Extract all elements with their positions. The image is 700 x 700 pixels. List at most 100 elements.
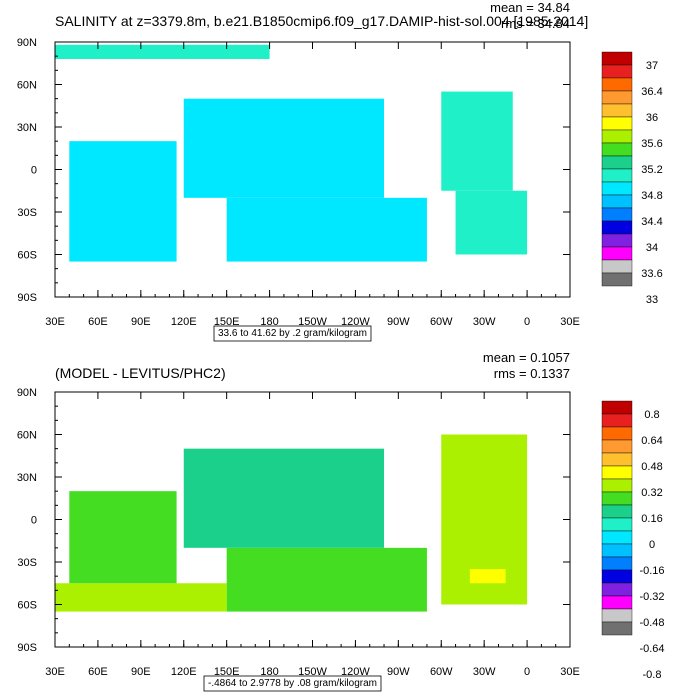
panel-title: SALINITY at z=3379.8m, b.e21.B1850cmip6.… bbox=[55, 13, 588, 29]
x-tick-label: 30E bbox=[45, 316, 65, 328]
colorbar-swatch bbox=[601, 259, 633, 274]
y-tick-label: 0 bbox=[31, 165, 37, 177]
y-tick-label: 30S bbox=[17, 207, 37, 219]
x-tick-label: 180 bbox=[260, 316, 278, 328]
rms-label: rms = 34.84 bbox=[501, 16, 570, 31]
colorbar-swatch bbox=[601, 77, 633, 92]
contour-range-label: -.4864 to 2.9778 by .08 gram/kilogram bbox=[208, 678, 377, 689]
contour-range-label: 33.6 to 41.62 by .2 gram/kilogram bbox=[218, 328, 367, 339]
region-south-atlantic bbox=[455, 190, 528, 255]
x-tick-label: 90W bbox=[387, 316, 410, 328]
colorbar-label: 35.6 bbox=[641, 138, 662, 150]
colorbar-swatch bbox=[601, 608, 633, 623]
colorbar-label: 37 bbox=[646, 60, 658, 72]
x-tick-label: 90E bbox=[131, 316, 151, 328]
colorbar-swatch bbox=[601, 426, 633, 441]
colorbar-label: 0 bbox=[649, 539, 655, 551]
colorbar-label: -0.32 bbox=[639, 591, 664, 603]
region-north-atlantic bbox=[441, 91, 513, 191]
y-tick-label: 60S bbox=[17, 250, 37, 262]
region-indian-ocean bbox=[69, 491, 177, 584]
y-tick-label: 30S bbox=[17, 557, 37, 569]
x-tick-label: 150E bbox=[214, 666, 240, 678]
rms-label: rms = 0.1337 bbox=[494, 366, 570, 381]
y-tick-label: 60N bbox=[17, 430, 37, 442]
x-tick-label: 120W bbox=[341, 666, 370, 678]
x-tick-label: 150W bbox=[298, 316, 327, 328]
panel-1: SALINITY at z=3379.8m, b.e21.B1850cmip6.… bbox=[17, 0, 663, 342]
region-north-pacific-broad bbox=[183, 448, 385, 548]
colorbar-label: -0.8 bbox=[643, 669, 662, 681]
colorbar-swatch bbox=[601, 400, 633, 415]
colorbar: 37 36.4 36 35.6 35.2 34.8 34.4 34 33.6 33 bbox=[601, 51, 663, 306]
colorbar: 0.8 0.64 0.48 0.32 0.16 0 -0.16 -0.32 -0.48 -0.64… bbox=[601, 400, 665, 681]
y-tick-label: 90S bbox=[17, 292, 37, 304]
region-south-pacific bbox=[226, 197, 427, 262]
colorbar-swatch bbox=[601, 556, 633, 571]
panel-title: (MODEL - LEVITUS/PHC2) bbox=[55, 365, 226, 381]
x-tick-label: 120E bbox=[171, 316, 197, 328]
colorbar-swatch bbox=[601, 504, 633, 519]
region-indian-ocean bbox=[69, 141, 177, 262]
colorbar-label: -0.48 bbox=[639, 617, 664, 629]
region-southern-ocean-band bbox=[55, 583, 227, 612]
colorbar-swatch bbox=[601, 233, 633, 248]
y-tick-label: 90N bbox=[17, 387, 37, 399]
colorbar-label: 33 bbox=[646, 294, 658, 306]
colorbar-label: -0.16 bbox=[639, 565, 664, 577]
colorbar-swatch bbox=[601, 478, 633, 493]
colorbar-label: 0.48 bbox=[641, 461, 662, 473]
colorbar-label: 0.16 bbox=[641, 513, 662, 525]
x-tick-label: 150E bbox=[214, 316, 240, 328]
x-tick-label: 60W bbox=[430, 316, 453, 328]
region-south-pacific bbox=[226, 547, 427, 612]
x-tick-label: 0 bbox=[524, 666, 530, 678]
x-tick-label: 180 bbox=[260, 666, 278, 678]
x-tick-label: 60W bbox=[430, 666, 453, 678]
y-tick-label: 90S bbox=[17, 642, 37, 654]
colorbar-label: -0.64 bbox=[639, 643, 664, 655]
x-tick-label: 30W bbox=[473, 316, 496, 328]
y-tick-label: 0 bbox=[31, 515, 37, 527]
y-tick-label: 60S bbox=[17, 600, 37, 612]
x-tick-label: 90E bbox=[131, 666, 151, 678]
colorbar-swatch bbox=[601, 207, 633, 222]
x-tick-label: 30W bbox=[473, 666, 496, 678]
colorbar-swatch bbox=[601, 181, 633, 196]
colorbar-label: 0.8 bbox=[644, 409, 659, 421]
data-field bbox=[55, 434, 528, 612]
y-tick-label: 30N bbox=[17, 122, 37, 134]
colorbar-label: 0.64 bbox=[641, 435, 662, 447]
colorbar-swatch bbox=[601, 155, 633, 170]
colorbar-swatch bbox=[601, 439, 633, 454]
colorbar-swatch bbox=[601, 621, 633, 636]
contour-range-box bbox=[213, 325, 372, 342]
colorbar-swatch bbox=[601, 246, 633, 261]
colorbar-swatch bbox=[601, 582, 633, 597]
colorbar-swatch bbox=[601, 90, 633, 105]
x-tick-label: 120W bbox=[341, 316, 370, 328]
colorbar-swatch bbox=[601, 543, 633, 558]
colorbar-swatch bbox=[601, 517, 633, 532]
mean-label: mean = 34.84 bbox=[490, 0, 570, 15]
mean-label: mean = 0.1057 bbox=[483, 350, 570, 365]
region-south-atlantic-warm-patch bbox=[469, 569, 506, 584]
colorbar-swatch bbox=[601, 272, 633, 287]
colorbar-swatch bbox=[601, 569, 633, 584]
region-north-pacific-atlantic-broad bbox=[183, 98, 385, 198]
colorbar-swatch bbox=[601, 64, 633, 79]
colorbar-swatch bbox=[601, 103, 633, 118]
colorbar-swatch bbox=[601, 116, 633, 131]
x-tick-label: 60E bbox=[88, 666, 108, 678]
colorbar-label: 0.32 bbox=[641, 487, 662, 499]
colorbar-label: 34 bbox=[646, 242, 658, 254]
colorbar-label: 36.4 bbox=[641, 86, 662, 98]
colorbar-label: 35.2 bbox=[641, 164, 662, 176]
x-tick-label: 90W bbox=[387, 666, 410, 678]
colorbar-swatch bbox=[601, 194, 633, 209]
colorbar-swatch bbox=[601, 491, 633, 506]
contour-range-box bbox=[203, 675, 382, 692]
y-tick-label: 90N bbox=[17, 37, 37, 49]
